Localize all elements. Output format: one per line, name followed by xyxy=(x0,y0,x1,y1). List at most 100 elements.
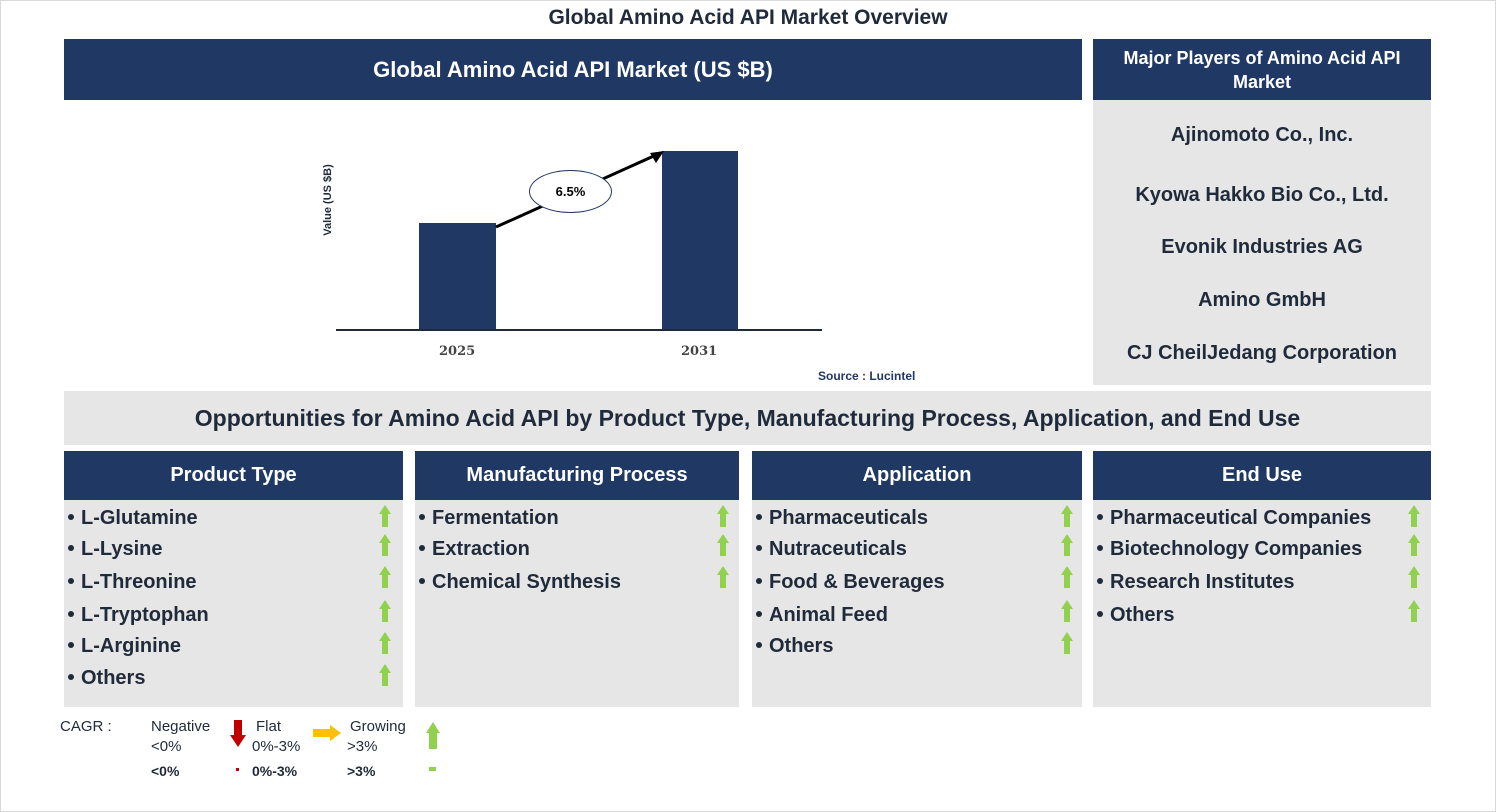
cagr-bubble: 6.5% xyxy=(529,170,612,213)
up-arrow-icon xyxy=(379,632,391,654)
segment-list xyxy=(415,500,739,707)
legend-ghost-negative-range: <0% xyxy=(151,763,180,779)
up-arrow-icon xyxy=(426,722,440,749)
legend-ghost-flat-range: 0%-3% xyxy=(252,763,298,779)
bullet-icon xyxy=(68,610,74,617)
up-arrow-icon xyxy=(379,566,391,588)
bullet-icon xyxy=(1097,513,1103,520)
x-axis-line xyxy=(336,329,822,331)
up-arrow-icon xyxy=(1408,600,1420,622)
segment-item: Others xyxy=(756,635,833,658)
legend-negative-range: <0% xyxy=(151,738,182,755)
bar-2031 xyxy=(662,151,738,330)
bullet-icon xyxy=(68,673,74,680)
segment-item-label: L-Arginine xyxy=(81,635,181,657)
segment-item-label: L-Glutamine xyxy=(81,507,198,529)
legend-flat-name: Flat xyxy=(256,718,282,735)
segment-item: L-Tryptophan xyxy=(68,604,209,627)
segment-title: Product Type xyxy=(64,451,403,500)
segment-item-label: Others xyxy=(1110,604,1175,626)
source-label: Source : Lucintel xyxy=(818,369,916,383)
segment-item: Others xyxy=(1097,604,1174,627)
segment-item-label: Biotechnology Companies xyxy=(1110,538,1363,560)
legend-flat-range: 0%-3% xyxy=(252,738,301,755)
segment-item: L-Lysine xyxy=(68,538,163,561)
up-arrow-icon xyxy=(717,566,729,588)
bullet-icon xyxy=(419,544,425,551)
down-arrow-icon xyxy=(230,720,246,747)
segment-end-use: End Use xyxy=(1093,451,1431,707)
bullet-icon xyxy=(68,641,74,648)
up-arrow-icon xyxy=(717,505,729,527)
segment-list xyxy=(752,500,1082,707)
opportunities-banner: Opportunities for Amino Acid API by Prod… xyxy=(64,391,1431,445)
player-item: CJ CheilJedang Corporation xyxy=(1126,342,1398,364)
chart-header: Global Amino Acid API Market (US $B) xyxy=(64,39,1082,100)
segment-item: Fermentation xyxy=(419,507,559,530)
up-arrow-icon xyxy=(1061,566,1073,588)
up-arrow-icon xyxy=(379,664,391,686)
up-arrow-icon xyxy=(1408,566,1420,588)
bullet-icon xyxy=(68,513,74,520)
player-item: Ajinomoto Co., Inc. xyxy=(1170,124,1354,146)
segment-item: Food & Beverages xyxy=(756,571,945,594)
legend-cagr-label: CAGR : xyxy=(60,718,112,735)
segment-item: Extraction xyxy=(419,538,530,561)
bullet-icon xyxy=(1097,577,1103,584)
segment-manufacturing-process: Manufacturing Process xyxy=(415,451,739,707)
segment-item: Pharmaceutical Companies xyxy=(1097,507,1371,530)
segment-item-label: Fermentation xyxy=(432,507,559,529)
bar-2025 xyxy=(419,223,496,330)
segment-title: Application xyxy=(752,451,1082,500)
segment-item: L-Threonine xyxy=(68,571,197,594)
up-arrow-icon xyxy=(379,600,391,622)
segment-item: Others xyxy=(68,667,145,690)
segment-item-label: L-Threonine xyxy=(81,571,197,593)
up-arrow-icon xyxy=(1408,505,1420,527)
bullet-icon xyxy=(68,577,74,584)
up-arrow-icon xyxy=(379,505,391,527)
players-list: Ajinomoto Co., Inc. Kyowa Hakko Bio Co.,… xyxy=(1093,100,1431,385)
bullet-icon xyxy=(756,610,762,617)
segment-item-label: Pharmaceutical Companies xyxy=(1110,507,1372,529)
bullet-icon xyxy=(756,577,762,584)
segment-product-type: Product Type xyxy=(64,451,403,707)
segment-item: Animal Feed xyxy=(756,604,888,627)
x-tick-2031: 2031 xyxy=(681,344,718,359)
page-title: Global Amino Acid API Market Overview xyxy=(548,6,948,29)
bullet-icon xyxy=(419,513,425,520)
player-item: Amino GmbH xyxy=(1198,289,1326,311)
bullet-icon xyxy=(756,641,762,648)
segment-item: L-Glutamine xyxy=(68,507,198,530)
y-axis-label: Value (US $B) xyxy=(322,164,334,236)
right-arrow-icon xyxy=(313,725,341,741)
player-item: Kyowa Hakko Bio Co., Ltd. xyxy=(1135,184,1389,206)
up-arrow-icon xyxy=(1408,534,1420,556)
up-arrow-icon xyxy=(717,534,729,556)
segment-item-label: Animal Feed xyxy=(769,604,888,626)
legend-growing-range: >3% xyxy=(347,738,378,755)
players-header: Major Players of Amino Acid API Market xyxy=(1093,39,1431,100)
segment-item-label: Extraction xyxy=(432,538,530,560)
segment-item-label: Food & Beverages xyxy=(769,571,945,593)
segment-item: Biotechnology Companies xyxy=(1097,538,1362,561)
bullet-icon xyxy=(419,577,425,584)
legend-negative-name: Negative xyxy=(151,718,211,735)
segment-list xyxy=(1093,500,1431,707)
segment-item-label: Nutraceuticals xyxy=(769,538,907,560)
x-tick-2025: 2025 xyxy=(439,344,476,359)
segment-item: L-Arginine xyxy=(68,635,181,658)
player-item: Evonik Industries AG xyxy=(1161,236,1363,258)
segment-title: Manufacturing Process xyxy=(415,451,739,500)
bullet-icon xyxy=(68,544,74,551)
segment-item-label: Research Institutes xyxy=(1110,571,1295,593)
bullet-icon xyxy=(756,544,762,551)
legend-growing-name: Growing xyxy=(350,718,406,735)
segment-item-label: Others xyxy=(769,635,834,657)
segment-item-label: L-Tryptophan xyxy=(81,604,209,626)
up-arrow-icon xyxy=(1061,534,1073,556)
segment-item: Research Institutes xyxy=(1097,571,1295,594)
segment-item: Chemical Synthesis xyxy=(419,571,621,594)
segment-item-label: Chemical Synthesis xyxy=(432,571,621,593)
segment-title: End Use xyxy=(1093,451,1431,500)
